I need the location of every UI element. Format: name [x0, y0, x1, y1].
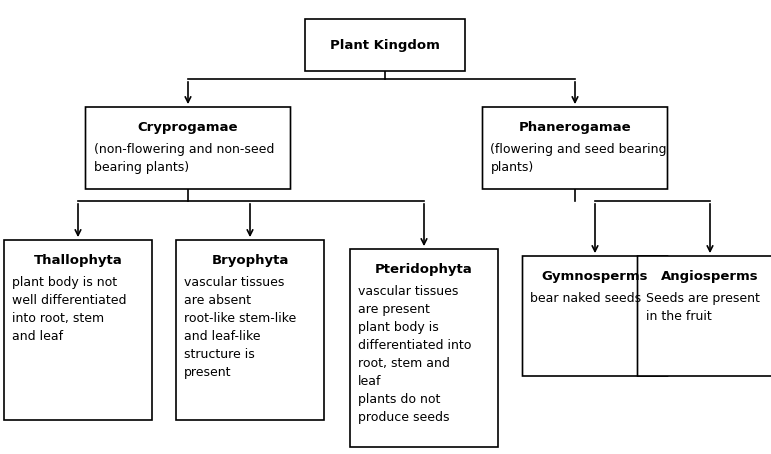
Text: plant body is not
well differentiated
into root, stem
and leaf: plant body is not well differentiated in… [12, 276, 126, 343]
Text: (flowering and seed bearing
plants): (flowering and seed bearing plants) [490, 143, 667, 174]
Text: bear naked seeds: bear naked seeds [530, 292, 641, 305]
FancyBboxPatch shape [523, 256, 668, 376]
FancyBboxPatch shape [350, 249, 498, 447]
Text: vascular tissues
are absent
root-like stem-like
and leaf-like
structure is
prese: vascular tissues are absent root-like st… [184, 276, 296, 379]
FancyBboxPatch shape [176, 240, 324, 420]
Text: Bryophyta: Bryophyta [211, 254, 288, 267]
Text: Gymnosperms: Gymnosperms [542, 270, 648, 283]
FancyBboxPatch shape [483, 107, 668, 189]
FancyBboxPatch shape [638, 256, 771, 376]
Text: Seeds are present
in the fruit: Seeds are present in the fruit [645, 292, 759, 323]
Text: Cryprogamae: Cryprogamae [138, 121, 238, 134]
Text: Plant Kingdom: Plant Kingdom [330, 39, 440, 51]
Text: vascular tissues
are present
plant body is
differentiated into
root, stem and
le: vascular tissues are present plant body … [358, 285, 471, 424]
Text: Phanerogamae: Phanerogamae [519, 121, 631, 134]
Text: Pteridophyta: Pteridophyta [375, 263, 473, 276]
Text: (non-flowering and non-seed
bearing plants): (non-flowering and non-seed bearing plan… [93, 143, 274, 174]
FancyBboxPatch shape [305, 19, 465, 71]
FancyBboxPatch shape [86, 107, 291, 189]
FancyBboxPatch shape [4, 240, 152, 420]
Text: Angiosperms: Angiosperms [662, 270, 759, 283]
Text: Thallophyta: Thallophyta [34, 254, 123, 267]
